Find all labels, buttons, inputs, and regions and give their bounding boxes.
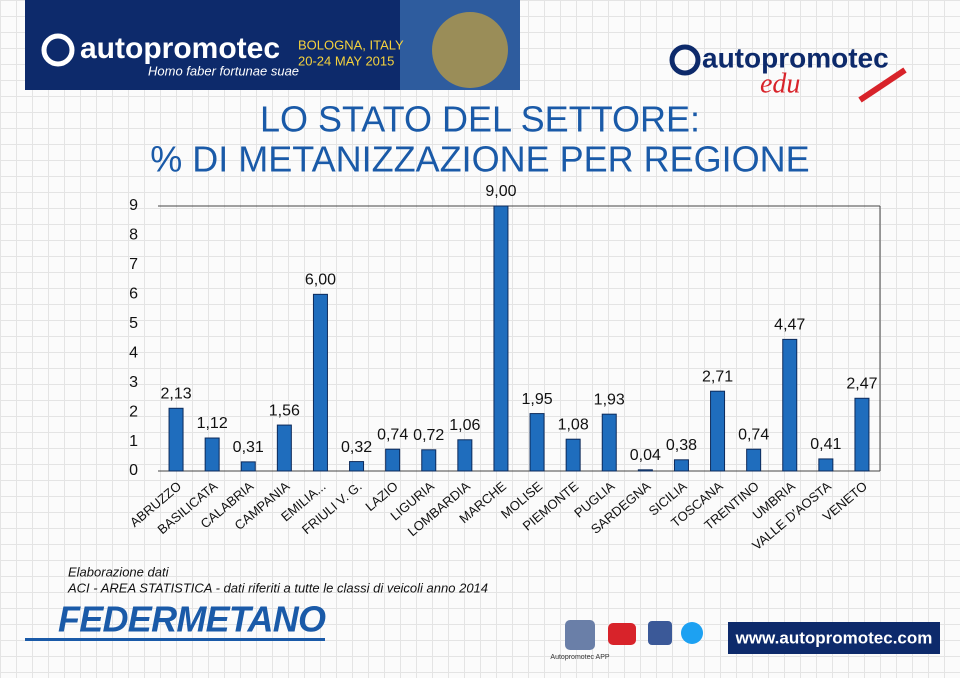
twitter-icon (681, 622, 703, 644)
bar (457, 439, 473, 472)
value-label: 0,72 (413, 427, 444, 444)
value-label: 0,38 (666, 437, 697, 454)
dates: 20-24 MAY 2015 (298, 53, 394, 68)
y-tick-label: 9 (129, 197, 138, 214)
value-label: 6,00 (305, 272, 336, 289)
website: www.autopromotec.com (735, 628, 933, 647)
brand: autopromotec (80, 32, 280, 65)
website-band (728, 622, 940, 654)
chart-title: LO STATO DEL SETTORE: (260, 99, 700, 140)
value-label: 0,41 (810, 436, 841, 453)
bar (782, 338, 798, 472)
value-label: 0,04 (630, 447, 661, 464)
y-tick-label: 2 (129, 403, 138, 420)
value-label: 2,71 (702, 368, 733, 385)
bar (276, 424, 292, 472)
y-tick-label: 6 (129, 286, 138, 303)
pen (858, 67, 907, 103)
value-label: 1,12 (197, 415, 228, 432)
bar (601, 413, 617, 472)
value-label: 0,74 (377, 426, 408, 443)
bar (818, 458, 834, 472)
app-label: Autopromotec APP (550, 654, 609, 661)
bar (673, 459, 689, 472)
y-tick-label: 7 (129, 256, 138, 273)
logo-underline (25, 638, 325, 641)
location: BOLOGNA, ITALY (298, 37, 404, 52)
edu-icon (669, 44, 701, 76)
value-label: 0,31 (233, 439, 264, 456)
value-label: 1,06 (449, 417, 480, 434)
brand-icon (41, 33, 75, 67)
bar (493, 205, 509, 472)
source-line: Elaborazione dati (68, 564, 170, 579)
app-icon (565, 620, 595, 650)
value-label: 0,74 (738, 426, 769, 443)
value-label: 1,93 (594, 391, 625, 408)
bar (854, 397, 870, 472)
edu-tag: edu (760, 68, 800, 99)
value-label: 2,47 (846, 375, 877, 392)
bar (565, 438, 581, 472)
motto: Homo faber fortunae suae (148, 63, 299, 78)
source-line: ACI - AREA STATISTICA - dati riferiti a … (67, 580, 488, 595)
facebook-icon (648, 621, 672, 645)
bar (385, 448, 401, 472)
edu-brand: autopromotec (702, 42, 889, 73)
bar (240, 461, 256, 472)
bar (746, 448, 762, 472)
bar (204, 437, 220, 472)
value-label: 2,13 (160, 386, 191, 403)
header-emblem (432, 12, 508, 88)
value-label: 1,95 (521, 391, 552, 408)
chart-subtitle: % DI METANIZZAZIONE PER REGIONE (150, 139, 809, 180)
y-tick-label: 8 (129, 227, 138, 244)
value-label: 1,08 (558, 416, 589, 433)
y-tick-label: 1 (129, 433, 138, 450)
bar (168, 407, 184, 472)
y-tick-label: 5 (129, 315, 138, 332)
bar (710, 390, 726, 472)
y-tick-label: 4 (129, 344, 138, 361)
value-label: 0,32 (341, 439, 372, 456)
value-label: 9,00 (485, 183, 516, 200)
y-tick-label: 3 (129, 374, 138, 391)
bar (349, 461, 365, 472)
bar (529, 413, 545, 472)
federmetano-logo: FEDERMETANO (58, 599, 326, 640)
bar (637, 469, 653, 472)
bar (312, 293, 328, 472)
value-label: 4,47 (774, 317, 805, 334)
youtube-icon (608, 623, 636, 645)
y-tick-label: 0 (129, 462, 138, 479)
bar (421, 449, 437, 472)
value-label: 1,56 (269, 402, 300, 419)
